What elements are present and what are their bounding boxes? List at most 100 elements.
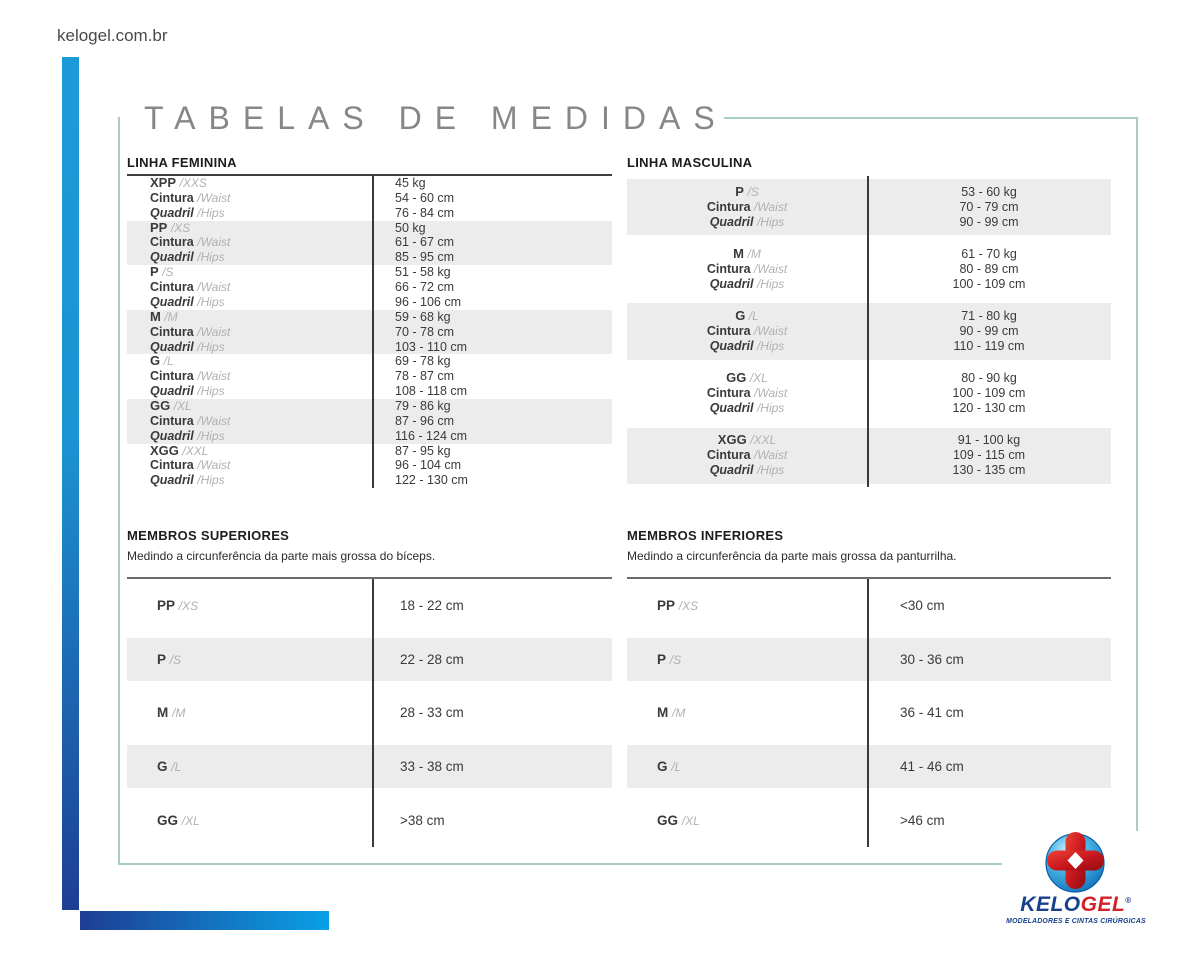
- size-intl: /XS: [178, 599, 199, 614]
- weight-range: 61 - 70 kg: [961, 246, 1017, 261]
- size-label-cell: GG /XL: [627, 813, 867, 828]
- size-br: G: [150, 353, 161, 369]
- waist-label: Cintura: [706, 448, 751, 463]
- size-intl: /XS: [170, 220, 191, 235]
- hips-range: 100 - 109 cm: [952, 276, 1026, 291]
- membros-superiores-rule: [127, 577, 612, 579]
- size-br: P: [735, 183, 744, 199]
- circumference-range: 18 - 22 cm: [400, 598, 464, 614]
- size-intl: /S: [747, 184, 759, 199]
- size-label-cell: G /L: [127, 759, 372, 774]
- size-br: P: [150, 264, 159, 280]
- size-label-cell: M /M Cintura /Waist Quadril /Hips: [706, 245, 788, 291]
- size-label-cell: M /M: [627, 705, 867, 720]
- size-row-g: G /L Cintura /Waist Quadril /Hips 69 - 78 k…: [127, 353, 612, 399]
- hips-label: Quadril: [150, 428, 194, 443]
- size-intl: /XL: [749, 371, 768, 386]
- circumference-range: 41 - 46 cm: [900, 759, 964, 775]
- weight-range: 71 - 80 kg: [961, 309, 1017, 324]
- size-intl: /L: [748, 309, 759, 324]
- size-br: G: [157, 759, 168, 775]
- size-label-cell: GG /XL: [127, 813, 372, 828]
- waist-label: Cintura: [150, 235, 194, 250]
- waist-range: 61 - 67 cm: [395, 235, 455, 250]
- circumference-range: 22 - 28 cm: [400, 651, 464, 667]
- limb-size-row-m: M /M 36 - 41 cm: [627, 686, 1111, 740]
- hips-range: 130 - 135 cm: [952, 463, 1026, 478]
- waist-range: 96 - 104 cm: [395, 458, 462, 473]
- hips-label: Quadril: [150, 473, 194, 488]
- size-intl: /XXL: [750, 433, 777, 448]
- size-label-cell: G /L Cintura /Waist Quadril /Hips: [706, 308, 788, 353]
- membros-inferiores-rows: PP /XS <30 cm P /S 30 - 36 cm M /M 36 - 41 cm…: [627, 579, 1111, 847]
- size-br: M: [733, 245, 744, 261]
- size-br: GG: [150, 397, 171, 413]
- hips-range: 103 - 110 cm: [395, 339, 468, 354]
- circumference-range: >46 cm: [900, 812, 945, 828]
- size-values-cell: 80 - 90 kg 100 - 109 cm 120 - 130 cm: [867, 371, 1111, 416]
- kelogel-logo: KELOGEL® MODELADORES E CINTAS CIRÚRGICAS: [1002, 831, 1150, 931]
- hips-label: Quadril: [150, 250, 194, 265]
- logo-wordmark: KELOGEL®: [1002, 894, 1150, 915]
- logo-tagline: MODELADORES E CINTAS CIRÚRGICAS: [1006, 918, 1146, 925]
- size-br: M: [657, 705, 669, 721]
- limb-size-row-g: G /L 33 - 38 cm: [127, 739, 612, 794]
- size-label-cell: P /S Cintura /Waist Quadril /Hips: [150, 264, 231, 309]
- limb-size-row-p: P /S 30 - 36 cm: [627, 632, 1111, 687]
- linha-feminina-rows: XPP /XXS Cintura /Waist Quadril /Hips 45 kg…: [127, 174, 612, 489]
- waist-range: 70 - 79 cm: [959, 199, 1019, 214]
- size-label-cell: GG /XL Cintura /Waist Quadril /Hips: [150, 397, 231, 443]
- size-values-cell: 51 - 58 kg 66 - 72 cm 96 - 106 cm: [372, 265, 612, 310]
- linha-feminina-rule: [127, 174, 612, 176]
- circumference-range: 33 - 38 cm: [400, 759, 464, 775]
- size-intl: /L: [171, 760, 182, 775]
- size-intl: /XL: [181, 813, 200, 828]
- waist-label: Cintura: [706, 386, 751, 401]
- content-border-box: [118, 117, 1138, 865]
- size-intl: /XS: [678, 599, 699, 614]
- page-title: TABELAS DE MEDIDAS: [144, 100, 728, 136]
- waist-range: 54 - 60 cm: [395, 190, 455, 205]
- hips-label: Quadril: [709, 401, 754, 416]
- size-row-m: M /M Cintura /Waist Quadril /Hips 59 - 68 k…: [127, 309, 612, 355]
- size-intl: /M: [747, 246, 761, 261]
- hips-range: 116 - 124 cm: [395, 428, 468, 443]
- size-label-cell: XGG /XXL Cintura /Waist Quadril /Hips: [706, 432, 788, 478]
- weight-range: 53 - 60 kg: [961, 184, 1017, 199]
- size-row-xgg: XGG /XXL Cintura /Waist Quadril /Hips 91 - …: [627, 424, 1111, 487]
- size-label-cell: XPP /XXS Cintura /Waist Quadril /Hips: [150, 174, 231, 220]
- size-br: P: [157, 651, 167, 667]
- size-values-cell: 79 - 86 kg 87 - 96 cm 116 - 124 cm: [372, 399, 612, 444]
- size-label-cell: P /S: [127, 652, 372, 667]
- waist-label: Cintura: [150, 413, 194, 428]
- weight-range: 87 - 95 kg: [395, 443, 451, 458]
- membros-superiores-title: MEMBROS SUPERIORES: [127, 528, 290, 543]
- size-values-cell: 69 - 78 kg 78 - 87 cm 108 - 118 cm: [372, 354, 612, 399]
- registered-mark: ®: [1125, 896, 1132, 905]
- limb-size-row-gg: GG /XL >46 cm: [627, 793, 1111, 847]
- size-intl: /S: [669, 652, 682, 667]
- circumference-range: >38 cm: [400, 812, 445, 828]
- left-accent-bar: [62, 57, 79, 910]
- weight-range: 80 - 90 kg: [961, 371, 1017, 386]
- hips-range: 108 - 118 cm: [395, 384, 468, 399]
- size-label-cell: GG /XL Cintura /Waist Quadril /Hips: [706, 370, 788, 416]
- waist-range: 70 - 78 cm: [395, 324, 455, 339]
- limb-size-row-gg: GG /XL >38 cm: [127, 793, 612, 847]
- circumference-range: 30 - 36 cm: [900, 651, 964, 667]
- membros-inferiores-rule: [627, 577, 1111, 579]
- size-label-cell: PP /XS: [627, 598, 867, 613]
- hips-range: 122 - 130 cm: [395, 473, 468, 488]
- section-membros-inferiores: MEMBROS INFERIORES Medindo a circunferên…: [627, 528, 1111, 847]
- logo-kelo-text: KELO: [1020, 893, 1081, 916]
- size-br: GG: [726, 370, 747, 386]
- limb-size-row-pp: PP /XS 18 - 22 cm: [127, 579, 612, 633]
- size-intl: /XL: [681, 813, 700, 828]
- waist-range: 66 - 72 cm: [395, 280, 455, 295]
- waist-label: Cintura: [150, 324, 194, 339]
- linha-masculina-rows: P /S Cintura /Waist Quadril /Hips 53 - 60 k…: [627, 176, 1111, 487]
- limb-size-row-pp: PP /XS <30 cm: [627, 579, 1111, 633]
- section-membros-superiores: MEMBROS SUPERIORES Medindo a circunferên…: [127, 528, 612, 847]
- membros-superiores-subtitle: Medindo a circunferência da parte mais g…: [127, 549, 436, 563]
- size-values-cell: 50 kg 61 - 67 cm 85 - 95 cm: [372, 221, 612, 266]
